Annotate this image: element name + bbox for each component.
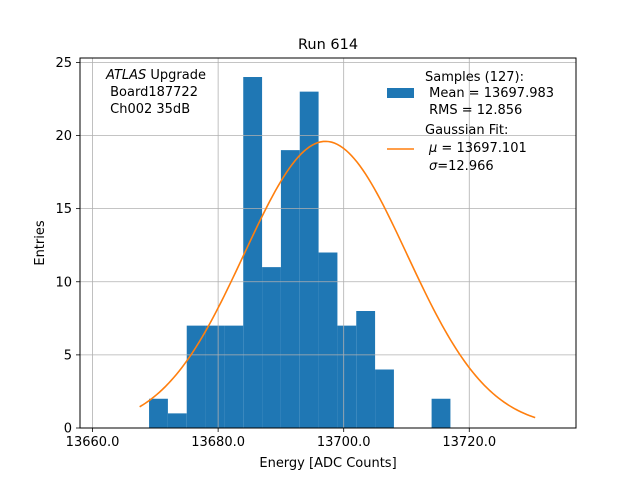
atlas-italic: ATLAS — [105, 68, 146, 83]
histogram-bar — [167, 413, 187, 428]
histogram-bar — [318, 252, 338, 428]
legend-samples-label: Samples (127): — [425, 70, 524, 85]
histogram-bar — [337, 325, 357, 428]
legend: Samples (127): Mean = 13697.983 RMS = 12… — [387, 70, 554, 174]
legend-fit-label: Gaussian Fit: — [425, 123, 508, 138]
x-tick-label: 13660.0 — [66, 435, 120, 450]
x-tick-label: 13700.0 — [317, 435, 371, 450]
histogram-bar — [243, 77, 263, 429]
legend-samples-rms: RMS = 12.856 — [425, 103, 522, 118]
x-tick-label: 13720.0 — [442, 435, 496, 450]
legend-fit-sigma: σ=12.966 — [429, 159, 494, 174]
y-tick-label: 10 — [55, 275, 72, 290]
histogram-bar — [262, 267, 281, 428]
chart-title: Run 614 — [298, 37, 358, 53]
mu-symbol: μ — [428, 141, 437, 156]
gaussian-fit-curve — [139, 140, 536, 419]
histogram-bar — [431, 398, 451, 428]
fit-group — [139, 140, 536, 419]
y-axis-ticks: 0 5 10 15 20 25 — [55, 56, 80, 437]
x-axis-ticks: 13660.0 13680.0 13700.0 13720.0 — [66, 428, 496, 450]
x-axis-label: Energy [ADC Counts] — [259, 456, 396, 471]
legend-samples-patch — [387, 88, 414, 98]
x-tick-label: 13680.0 — [191, 435, 245, 450]
y-axis-label: Entries — [33, 220, 48, 266]
histogram-bar — [356, 311, 376, 428]
histogram-bar — [186, 325, 206, 428]
mu-value: = 13697.101 — [437, 141, 526, 156]
histogram-bar — [224, 325, 244, 428]
atlas-rest: Upgrade — [146, 68, 206, 83]
y-tick-label: 0 — [64, 422, 72, 437]
channel-label: Ch002 35dB — [106, 102, 190, 117]
y-tick-label: 5 — [64, 348, 72, 363]
bars-group — [149, 77, 451, 429]
histogram-bar — [205, 325, 225, 428]
y-tick-label: 15 — [55, 202, 72, 217]
histogram-bar — [375, 369, 394, 428]
histogram-bar — [280, 150, 300, 428]
annotation-box: ATLAS Upgrade Board187722 Ch002 35dB — [105, 68, 206, 117]
board-label: Board187722 — [106, 85, 198, 100]
plot-frame — [79, 57, 577, 429]
sigma-value: =12.966 — [437, 159, 493, 174]
histogram-bar — [299, 91, 319, 429]
atlas-label: ATLAS Upgrade — [105, 68, 206, 83]
histogram-bar — [149, 398, 168, 428]
y-tick-label: 25 — [55, 56, 72, 71]
legend-fit-mu: μ = 13697.101 — [428, 141, 527, 156]
legend-samples-mean: Mean = 13697.983 — [425, 86, 554, 101]
sigma-symbol: σ — [429, 159, 438, 174]
y-tick-label: 20 — [55, 129, 72, 144]
